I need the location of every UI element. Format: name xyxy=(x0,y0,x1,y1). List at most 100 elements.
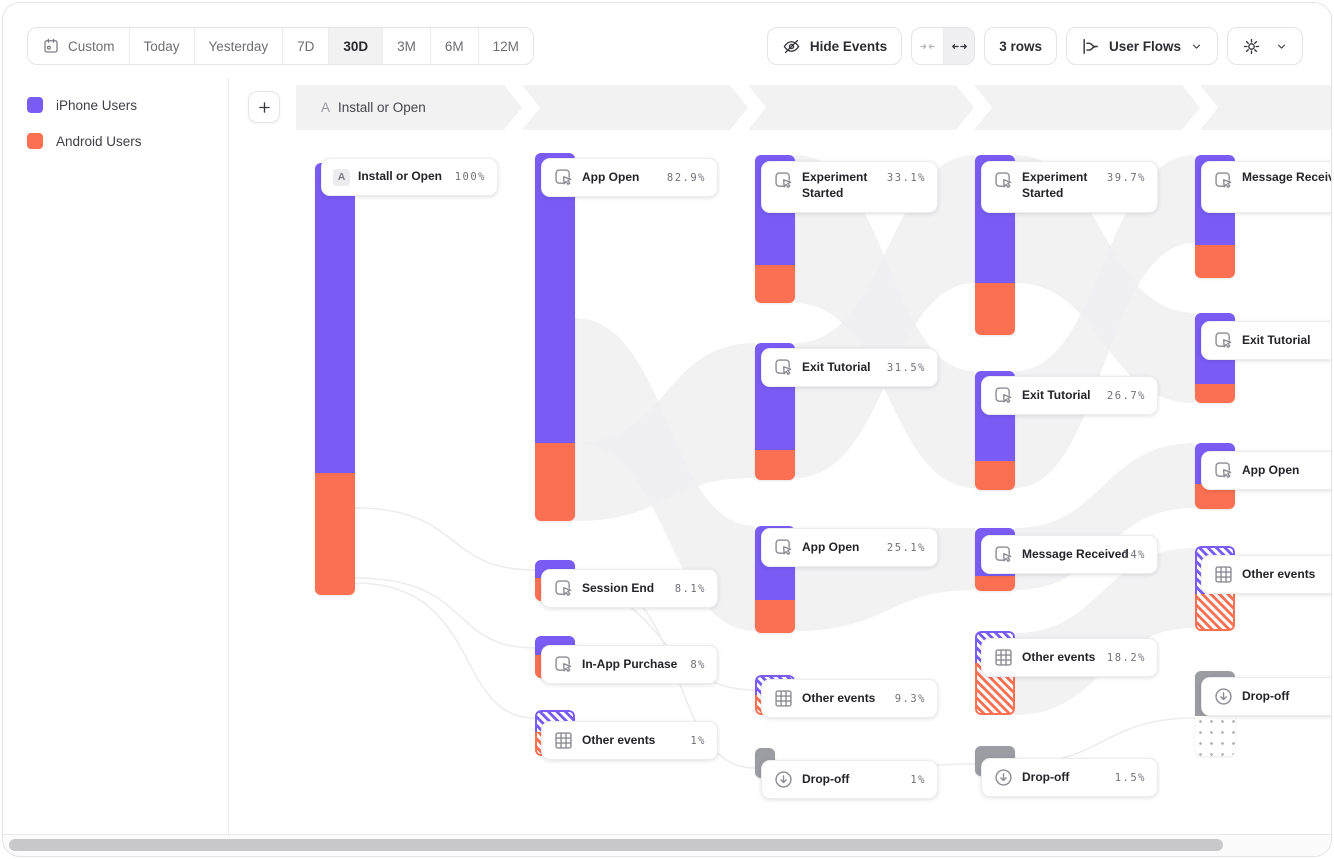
flow-node-other-events[interactable]: Other events 18.2% xyxy=(981,638,1158,677)
date-range-yesterday[interactable]: Yesterday xyxy=(193,28,283,64)
add-step-button[interactable] xyxy=(248,91,280,123)
event-name: App Open xyxy=(1242,462,1300,477)
flow-node-exit-tutorial[interactable]: Exit Tutorial 26.7% xyxy=(981,376,1158,415)
event-percent: 18.2% xyxy=(1106,651,1146,664)
flow-node-drop-off[interactable]: Drop-off 1% xyxy=(761,760,938,799)
click-event-icon xyxy=(993,385,1014,406)
click-event-icon xyxy=(553,578,574,599)
grid-icon xyxy=(993,647,1014,668)
legend-swatch xyxy=(27,133,43,149)
flow-node-drop-off[interactable]: Drop-off 1.5% xyxy=(981,758,1158,797)
event-percent: 33.1% xyxy=(886,172,926,184)
settings-dropdown[interactable] xyxy=(1227,27,1303,65)
flow-node-experiment-started[interactable]: Experiment Started 39.7% xyxy=(981,161,1158,213)
event-name: Message Received xyxy=(1242,170,1331,184)
collapse-columns-button[interactable] xyxy=(912,28,943,64)
step-label: A Install or Open xyxy=(296,85,522,130)
date-range-12m[interactable]: 12M xyxy=(477,28,533,64)
event-name: Session End xyxy=(582,580,655,595)
event-percent: 100% xyxy=(454,171,486,183)
date-range-3m[interactable]: 3M xyxy=(382,28,430,64)
user-flows-icon xyxy=(1081,37,1100,56)
flow-node-in-app-purchase[interactable]: In-App Purchase 8% xyxy=(541,645,718,684)
horizontal-scrollbar-thumb[interactable] xyxy=(9,839,1223,851)
event-percent: 39.7% xyxy=(1106,172,1146,184)
event-name: Drop-off xyxy=(1242,688,1290,703)
date-range-label: Custom xyxy=(68,38,115,54)
flow-node-drop-off[interactable]: Drop-off xyxy=(1201,677,1331,716)
grid-icon xyxy=(773,688,794,709)
date-range-6m[interactable]: 6M xyxy=(429,28,478,64)
click-event-icon xyxy=(1213,460,1234,481)
step-segment-2[interactable] xyxy=(522,85,748,130)
step-name: Install or Open xyxy=(338,100,426,115)
flow-node-message-received[interactable]: Message Received 14% xyxy=(981,535,1158,574)
flow-node-exit-tutorial[interactable]: Exit Tutorial 31.5% xyxy=(761,348,938,387)
step-segment-1[interactable]: A Install or Open xyxy=(296,85,522,130)
legend-panel: iPhone Users Android Users xyxy=(3,78,229,834)
expand-columns-button[interactable] xyxy=(943,28,975,64)
event-percent: 25.1% xyxy=(886,541,926,554)
date-range-7d[interactable]: 7D xyxy=(282,28,328,64)
event-name: Install or Open xyxy=(358,169,443,184)
event-name: App Open xyxy=(802,539,860,554)
flow-node-install-or-open[interactable]: A Install or Open 100% xyxy=(321,158,498,196)
click-event-icon xyxy=(993,170,1014,191)
date-range-label: 30D xyxy=(343,38,369,54)
gear-icon xyxy=(1242,37,1261,56)
step-prefix: A xyxy=(321,100,331,115)
step-segment-3[interactable] xyxy=(748,85,974,130)
view-type-dropdown[interactable]: User Flows xyxy=(1065,27,1218,65)
flow-bar-install-or-open[interactable] xyxy=(315,163,355,595)
event-name: Other events xyxy=(1242,566,1316,581)
rows-button[interactable]: 3 rows xyxy=(984,27,1057,65)
flow-node-exit-tutorial[interactable]: Exit Tutorial xyxy=(1201,321,1331,360)
event-name: In-App Purchase xyxy=(582,656,678,671)
flow-node-other-events[interactable]: Other events xyxy=(1201,555,1331,594)
date-range-30d[interactable]: 30D xyxy=(328,28,383,64)
event-name: Exit Tutorial xyxy=(1022,387,1091,402)
plus-icon xyxy=(256,99,273,116)
expand-arrows-icon xyxy=(951,38,968,55)
flow-node-experiment-started[interactable]: Experiment Started 33.1% xyxy=(761,161,938,213)
arrow-down-circle-icon xyxy=(993,767,1014,788)
click-event-icon xyxy=(1213,330,1234,351)
date-range-label: 12M xyxy=(492,38,519,54)
step-segment-5[interactable] xyxy=(1200,85,1331,130)
event-name: Drop-off xyxy=(1022,769,1070,784)
arrow-down-circle-icon xyxy=(773,769,794,790)
legend-item-android-users[interactable]: Android Users xyxy=(27,125,228,157)
date-range-today[interactable]: Today xyxy=(128,28,194,64)
legend-item-iphone-users[interactable]: iPhone Users xyxy=(27,89,228,121)
event-percent: 82.9% xyxy=(666,171,706,184)
flow-node-app-open[interactable]: App Open 82.9% xyxy=(541,158,718,197)
toolbar: Custom Today Yesterday 7D 30D 3M 6M 12M … xyxy=(3,3,1331,78)
flow-node-other-events[interactable]: Other events 9.3% xyxy=(761,679,938,718)
click-event-icon xyxy=(553,654,574,675)
collapse-arrows-icon xyxy=(919,38,936,55)
flow-node-message-received[interactable]: Message Received xyxy=(1201,161,1331,213)
collapse-expand-toggle xyxy=(911,27,976,65)
hide-events-label: Hide Events xyxy=(809,38,888,54)
flow-node-app-open[interactable]: App Open 25.1% xyxy=(761,528,938,567)
event-name: Other events xyxy=(1022,649,1096,664)
flow-node-session-end[interactable]: Session End 8.1% xyxy=(541,569,718,608)
grid-icon xyxy=(1213,564,1234,585)
flow-node-other-events[interactable]: Other events 1% xyxy=(541,721,718,760)
eye-off-icon xyxy=(782,37,801,56)
flow-bar-app-open[interactable] xyxy=(535,153,575,521)
view-type-label: User Flows xyxy=(1108,38,1181,54)
step-segment-4[interactable] xyxy=(974,85,1200,130)
hide-events-button[interactable]: Hide Events xyxy=(766,27,903,65)
event-percent: 9.3% xyxy=(894,692,926,705)
event-name: Drop-off xyxy=(802,771,850,786)
event-percent: 31.5% xyxy=(886,361,926,374)
arrow-down-circle-icon xyxy=(1213,686,1234,707)
event-name: Other events xyxy=(802,690,876,705)
event-name: Exit Tutorial xyxy=(802,359,871,374)
event-percent: 8.1% xyxy=(674,582,706,595)
flow-node-app-open[interactable]: App Open xyxy=(1201,451,1331,490)
date-range-custom[interactable]: Custom xyxy=(28,28,129,64)
